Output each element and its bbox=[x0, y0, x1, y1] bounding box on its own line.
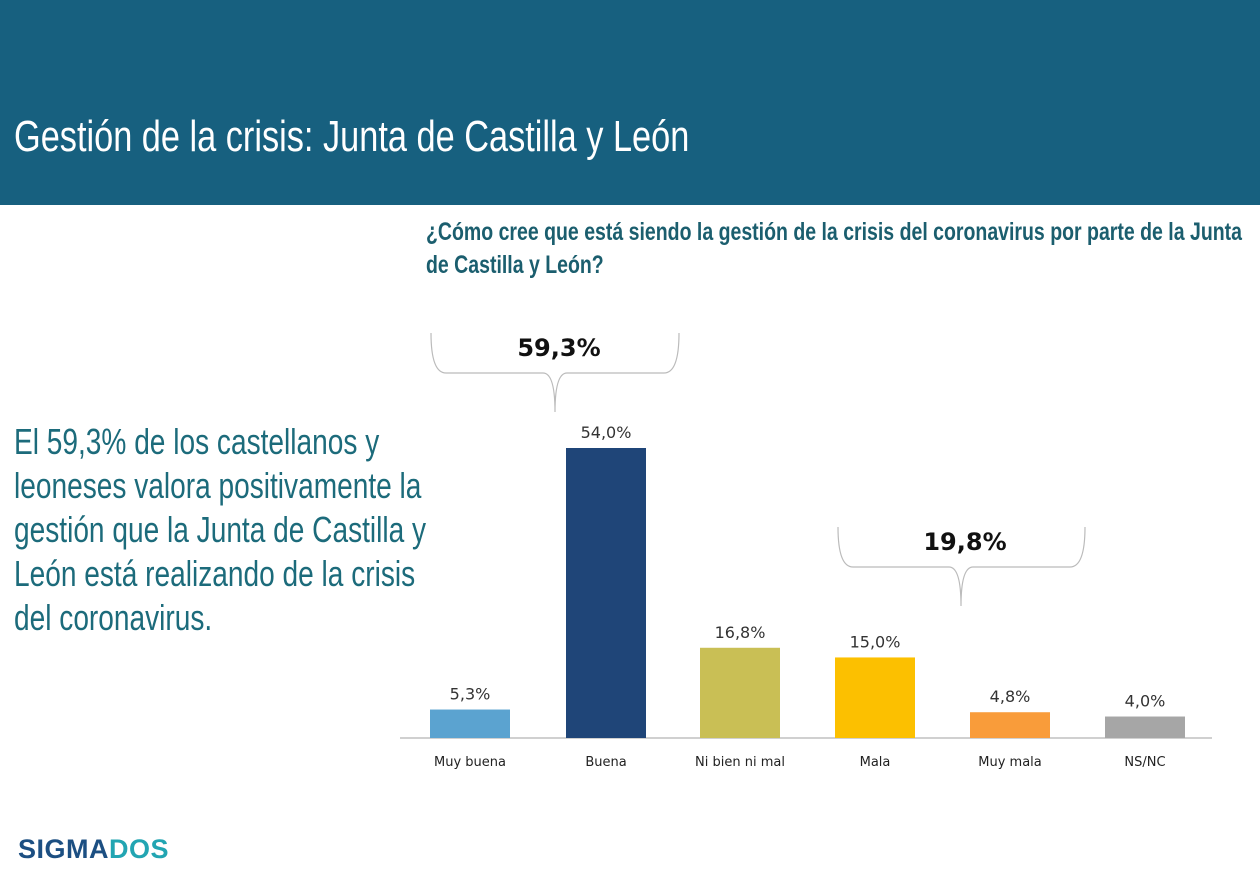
header-banner: Gestión de la crisis: Junta de Castilla … bbox=[0, 0, 1260, 205]
positive-total-brace bbox=[430, 332, 680, 413]
bar-5 bbox=[1105, 716, 1185, 738]
category-label: Buena bbox=[585, 755, 626, 770]
sigmados-logo: SIGMADOS bbox=[18, 834, 169, 865]
category-label: Muy mala bbox=[978, 755, 1042, 770]
category-label: Muy buena bbox=[434, 755, 506, 770]
chart-question: ¿Cómo cree que está siendo la gestión de… bbox=[426, 218, 1243, 279]
page-title: Gestión de la crisis: Junta de Castilla … bbox=[14, 112, 690, 161]
data-label: 4,8% bbox=[990, 687, 1031, 706]
bar-1 bbox=[566, 448, 646, 738]
category-label: Mala bbox=[860, 755, 891, 770]
bar-3 bbox=[835, 657, 915, 738]
negative-total-brace bbox=[837, 526, 1086, 607]
logo-part1: SIGMA bbox=[18, 834, 110, 864]
bar-4 bbox=[970, 712, 1050, 738]
data-label: 54,0% bbox=[581, 423, 632, 442]
data-label: 15,0% bbox=[850, 632, 901, 651]
negative-total-label: 19,8% bbox=[923, 528, 1006, 556]
category-label: Ni bien ni mal bbox=[695, 755, 785, 770]
bar-2 bbox=[700, 647, 780, 738]
summary-text: El 59,3% de los castellanos y leoneses v… bbox=[14, 421, 427, 638]
data-label: 16,8% bbox=[715, 623, 766, 642]
positive-total-label: 59,3% bbox=[517, 334, 600, 362]
category-label: NS/NC bbox=[1124, 755, 1165, 770]
bar-0 bbox=[430, 709, 510, 738]
data-label: 5,3% bbox=[450, 685, 491, 704]
logo-part2: DOS bbox=[109, 834, 170, 864]
data-label: 4,0% bbox=[1125, 692, 1166, 711]
